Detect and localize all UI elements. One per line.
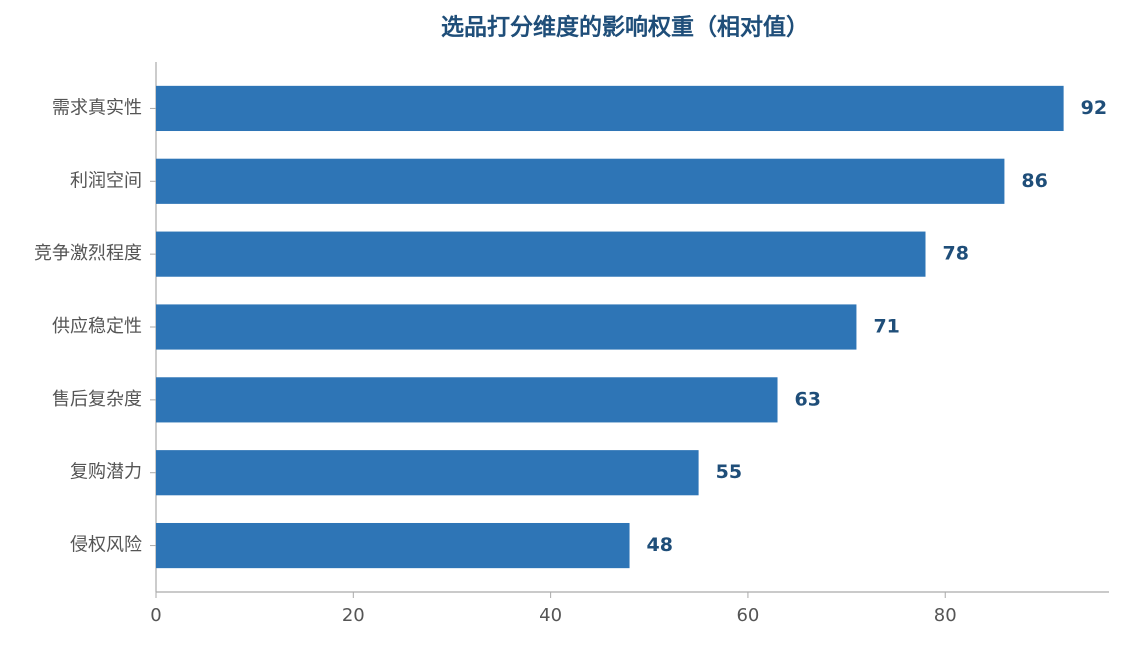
y-tick-label: 利润空间 <box>70 170 142 191</box>
bar <box>156 85 1064 132</box>
x-tick-label: 80 <box>934 605 957 626</box>
y-tick-label: 供应稳定性 <box>52 316 142 337</box>
bar <box>156 231 926 277</box>
bar <box>156 377 778 423</box>
value-label: 71 <box>873 316 899 338</box>
x-tick-label: 60 <box>736 605 759 626</box>
value-label: 55 <box>716 461 742 483</box>
bar <box>156 304 857 350</box>
y-tick-label: 竞争激烈程度 <box>34 243 142 264</box>
x-tick-label: 40 <box>539 605 562 626</box>
value-label: 48 <box>647 534 673 556</box>
bar <box>156 158 1005 204</box>
x-tick-label: 20 <box>342 605 365 626</box>
y-tick-label: 复购潜力 <box>70 462 142 483</box>
bar <box>156 450 699 496</box>
value-label: 63 <box>795 388 821 410</box>
y-tick-label: 需求真实性 <box>52 97 142 118</box>
value-label: 78 <box>943 243 969 265</box>
value-label: 86 <box>1021 170 1047 192</box>
x-tick-label: 0 <box>150 605 161 626</box>
value-label: 92 <box>1081 97 1107 119</box>
y-tick-label: 售后复杂度 <box>52 389 142 410</box>
bar <box>156 522 630 569</box>
y-tick-label: 侵权风险 <box>70 535 142 556</box>
chart-title: 选品打分维度的影响权重（相对值） <box>441 14 809 41</box>
